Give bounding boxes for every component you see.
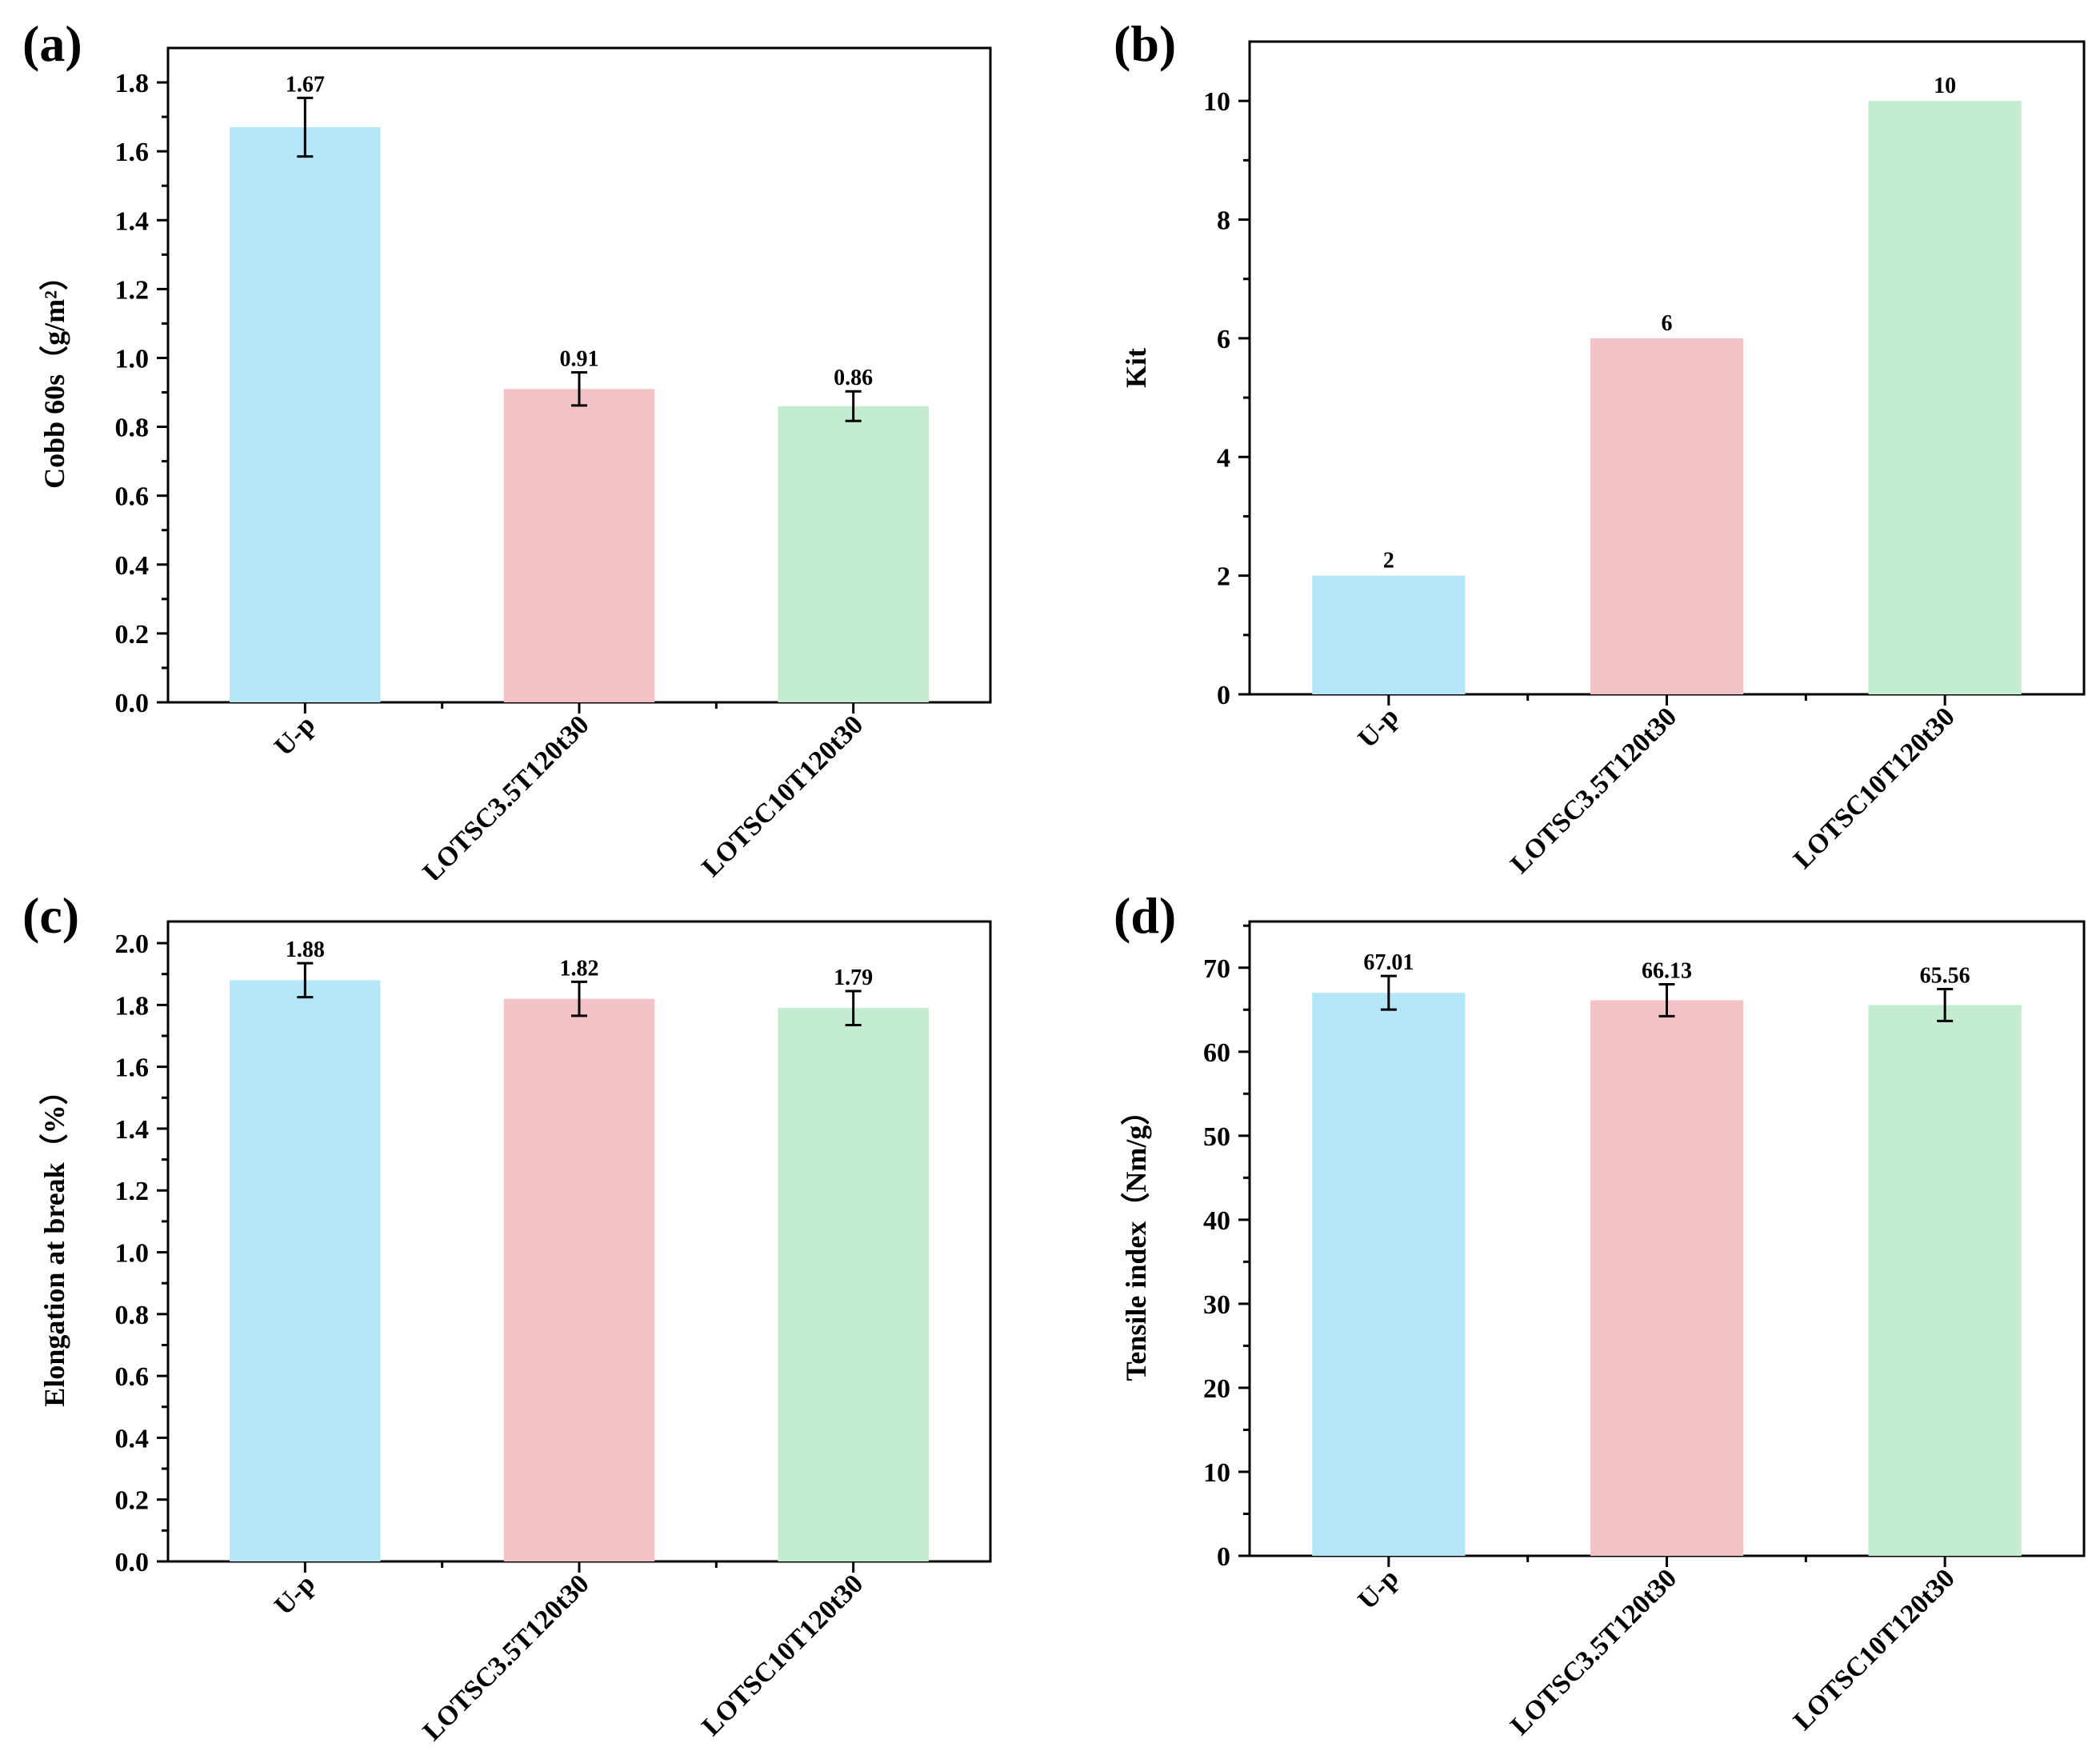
y-tick-label: 1.8 xyxy=(115,69,150,98)
chart-d: 0 10 20 30 40 50 60 70 Tensile index（Nm/g） 67.01 U… xyxy=(1120,920,2086,1741)
y-tick-label: 0.6 xyxy=(115,482,150,512)
chart-a: 0.0 0.2 0.4 0.6 0.8 1.0 1.2 1.4 1.6 1.8 Cobb 60s（g… xyxy=(38,46,992,887)
data-label: 6 xyxy=(1662,311,1673,336)
y-tick-label: 20 xyxy=(1203,1374,1230,1404)
y-tick-label: 1.2 xyxy=(115,1177,150,1206)
y-tick-label: 1.4 xyxy=(115,206,150,236)
bar xyxy=(1868,101,2022,694)
bar xyxy=(230,127,381,702)
panel-c: (c) 0.0 0.2 0.4 0.6 0.8 1.0 1.2 1.4 1.6 1.8 2.0 Elo… xyxy=(0,880,1040,1755)
y-tick-label: 6 xyxy=(1217,325,1230,354)
y-tick-label: 30 xyxy=(1203,1290,1230,1320)
bar xyxy=(503,389,655,702)
y-axis-label: Cobb 60s（g/m²） xyxy=(38,262,70,489)
data-label: 1.82 xyxy=(560,956,599,981)
bar xyxy=(1312,575,1466,694)
category-label: U-p xyxy=(269,710,321,762)
data-label: 67.01 xyxy=(1363,950,1414,975)
y-tick-label: 1.2 xyxy=(115,275,150,305)
panel-label: (a) xyxy=(22,15,82,72)
category-label: LOTSC10T120t30 xyxy=(1788,702,1961,874)
y-tick-label: 10 xyxy=(1203,87,1230,117)
y-tick-label: 8 xyxy=(1217,206,1230,236)
bar xyxy=(503,998,655,1561)
bar xyxy=(778,406,929,702)
y-tick-label: 1.6 xyxy=(115,1053,150,1083)
y-tick-label: 0.2 xyxy=(115,1486,150,1516)
y-tick-label: 0.4 xyxy=(115,1424,150,1453)
y-tick-label: 0.6 xyxy=(115,1362,150,1392)
chart-c: 0.0 0.2 0.4 0.6 0.8 1.0 1.2 1.4 1.6 1.8 2.0 Elongat… xyxy=(38,920,992,1746)
y-tick-label: 0 xyxy=(1217,1542,1230,1572)
y-tick-label: 1.0 xyxy=(115,344,150,374)
y-tick-label: 1.8 xyxy=(115,991,150,1021)
y-tick-label: 70 xyxy=(1203,954,1230,984)
panel-label: (c) xyxy=(22,887,80,944)
y-axis-label: Elongation at break（%） xyxy=(38,1076,70,1406)
bar xyxy=(1868,1005,2022,1556)
bar xyxy=(1590,338,1744,694)
category-label: LOTSC10T120t30 xyxy=(696,1569,869,1741)
panel-a: (a) 0.0 0.2 0.4 0.6 0.8 1.0 1.2 1.4 1.6 1.8 Cobb 6… xyxy=(0,0,1040,887)
y-axis-label: Kit xyxy=(1120,348,1152,388)
y-tick-label: 0.2 xyxy=(115,620,150,650)
y-tick-label: 4 xyxy=(1217,443,1230,473)
bar xyxy=(778,1008,929,1561)
y-tick-label: 0.0 xyxy=(115,1548,150,1577)
category-label: LOTSC3.5T120t30 xyxy=(418,1569,595,1746)
y-tick-label: 50 xyxy=(1203,1122,1230,1152)
data-label: 0.91 xyxy=(560,347,599,372)
panel-label: (b) xyxy=(1114,15,1177,72)
y-tick-label: 10 xyxy=(1203,1458,1230,1488)
y-tick-label: 2.0 xyxy=(115,929,150,959)
y-tick-label: 0.8 xyxy=(115,1301,150,1330)
data-label: 1.67 xyxy=(286,72,325,97)
panel-b: (b) 0 2 4 6 8 10 Kit 2 U-p 6 LOTSC3.5T120t30 10 LOTS… xyxy=(1048,0,2100,880)
bar xyxy=(1590,1000,1744,1556)
data-label: 65.56 xyxy=(1920,963,1970,988)
data-label: 0.86 xyxy=(834,366,873,390)
y-tick-label: 0 xyxy=(1217,681,1230,710)
category-label: U-p xyxy=(1353,1563,1405,1615)
y-tick-label: 0.0 xyxy=(115,689,150,718)
y-axis-label: Tensile index（Nm/g） xyxy=(1120,1097,1152,1381)
y-tick-label: 1.6 xyxy=(115,138,150,167)
y-tick-label: 2 xyxy=(1217,562,1230,592)
y-tick-label: 40 xyxy=(1203,1206,1230,1236)
panel-label: (d) xyxy=(1114,887,1177,944)
y-tick-label: 60 xyxy=(1203,1038,1230,1068)
category-label: U-p xyxy=(1353,702,1405,754)
data-label: 10 xyxy=(1934,74,1956,98)
y-tick-label: 1.0 xyxy=(115,1239,150,1269)
category-label: LOTSC3.5T120t30 xyxy=(1505,702,1682,879)
y-tick-label: 1.4 xyxy=(115,1115,150,1145)
chart-b: 0 2 4 6 8 10 Kit 2 U-p 6 LOTSC3.5T120t30 10 LOTSC10T… xyxy=(1120,40,2086,879)
panel-d: (d) 0 10 20 30 40 50 60 70 Tensile index（Nm/g） 67… xyxy=(1048,880,2100,1755)
bar xyxy=(230,980,381,1561)
bar xyxy=(1312,993,1466,1556)
data-label: 1.79 xyxy=(834,965,873,990)
y-tick-label: 0.4 xyxy=(115,551,150,581)
y-tick-label: 0.8 xyxy=(115,414,150,443)
category-label: LOTSC3.5T120t30 xyxy=(418,710,595,880)
category-label: LOTSC3.5T120t30 xyxy=(1505,1563,1682,1741)
category-label: U-p xyxy=(269,1569,321,1621)
category-label: LOTSC10T120t30 xyxy=(1788,1563,1961,1736)
category-label: LOTSC10T120t30 xyxy=(696,710,869,880)
data-label: 1.88 xyxy=(286,937,325,962)
data-label: 2 xyxy=(1383,549,1394,574)
data-label: 66.13 xyxy=(1642,958,1692,983)
